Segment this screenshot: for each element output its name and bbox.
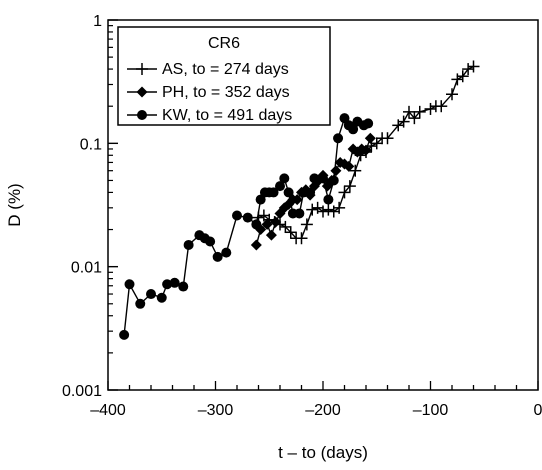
data-point — [446, 88, 458, 101]
y-tick-label: 0.01 — [71, 260, 102, 277]
legend-title: CR6 — [208, 35, 240, 52]
data-point — [183, 239, 194, 250]
legend-marker — [136, 86, 148, 98]
y-tick-label: 0.001 — [62, 383, 102, 400]
data-point — [268, 187, 279, 198]
data-point — [156, 292, 167, 303]
data-point — [232, 210, 242, 221]
x-tick-label: –200 — [305, 402, 341, 419]
data-point — [294, 208, 305, 219]
data-point — [279, 173, 290, 184]
ticks-layer: –400 –300 –200 –100 0 0.001 0.01 0.1 1 — [62, 13, 542, 419]
data-point — [275, 181, 285, 192]
data-point — [146, 289, 156, 300]
data-point — [283, 187, 294, 198]
data-point — [462, 63, 475, 76]
legend-marker — [137, 110, 147, 120]
data-point — [317, 205, 329, 218]
data-point — [408, 112, 421, 125]
data-point — [178, 281, 189, 292]
data-point — [250, 239, 262, 251]
data-point — [212, 251, 223, 262]
series-circle — [119, 113, 374, 340]
data-point — [265, 229, 277, 241]
data-point — [338, 186, 351, 199]
legend-item: KW, to = 491 days — [127, 107, 292, 124]
data-point — [435, 100, 448, 113]
data-point — [242, 212, 253, 223]
x-tick-label: –300 — [198, 402, 234, 419]
x-axis-title: t – to (days) — [278, 443, 368, 462]
data-point — [360, 144, 372, 156]
x-tick-label: 0 — [534, 402, 542, 419]
data-point — [364, 132, 376, 144]
data-point — [261, 218, 273, 230]
legend-label: PH, to = 352 days — [162, 84, 290, 101]
data-point — [363, 118, 374, 129]
series-plus — [252, 60, 480, 245]
data-point — [413, 105, 426, 118]
y-axis-title: D (%) — [5, 183, 24, 226]
data-point — [349, 164, 362, 177]
x-tick-label: –400 — [90, 402, 126, 419]
data-point — [162, 279, 173, 290]
data-point — [456, 70, 469, 83]
data-point — [306, 203, 319, 216]
data-point — [284, 226, 297, 239]
legend-label: AS, to = 274 days — [162, 61, 289, 78]
x-tick-label: –100 — [413, 402, 449, 419]
data-point — [403, 105, 415, 118]
legend-item: PH, to = 352 days — [127, 84, 290, 101]
data-point — [381, 132, 394, 145]
data-point — [135, 298, 146, 309]
data-point — [343, 160, 355, 172]
data-point — [318, 173, 328, 184]
data-point — [119, 329, 130, 340]
data-point — [348, 124, 359, 135]
legend-box — [117, 26, 331, 126]
data-point — [330, 165, 342, 177]
legend-entries: AS, to = 274 days PH, to = 352 days KW, to… — [127, 61, 292, 124]
legend: CR6 AS, to = 274 days PH, to = 352 days KW… — [117, 26, 331, 126]
y-tick-label: 0.1 — [80, 136, 102, 153]
legend-marker — [136, 63, 148, 75]
data-point — [270, 216, 282, 228]
data-point — [370, 137, 383, 150]
data-point — [279, 220, 292, 233]
data-point — [291, 194, 303, 206]
y-tick-label: 1 — [93, 13, 102, 30]
data-point — [328, 175, 339, 186]
series-layer — [119, 60, 480, 340]
data-point — [467, 60, 480, 73]
data-point — [124, 279, 135, 290]
data-point — [300, 218, 313, 231]
data-point — [205, 236, 216, 247]
data-point — [397, 115, 410, 128]
data-point — [221, 247, 232, 258]
data-point — [333, 201, 346, 214]
data-point — [424, 102, 437, 115]
data-point — [323, 194, 334, 205]
data-point — [343, 180, 356, 193]
data-point — [322, 203, 335, 216]
legend-label: KW, to = 491 days — [162, 107, 292, 124]
data-point — [295, 232, 308, 245]
data-point — [333, 133, 344, 144]
data-point — [305, 187, 316, 198]
legend-item: AS, to = 274 days — [127, 61, 289, 78]
data-point — [451, 73, 464, 86]
data-point — [309, 173, 320, 184]
data-point — [169, 277, 180, 288]
data-point — [251, 219, 262, 230]
